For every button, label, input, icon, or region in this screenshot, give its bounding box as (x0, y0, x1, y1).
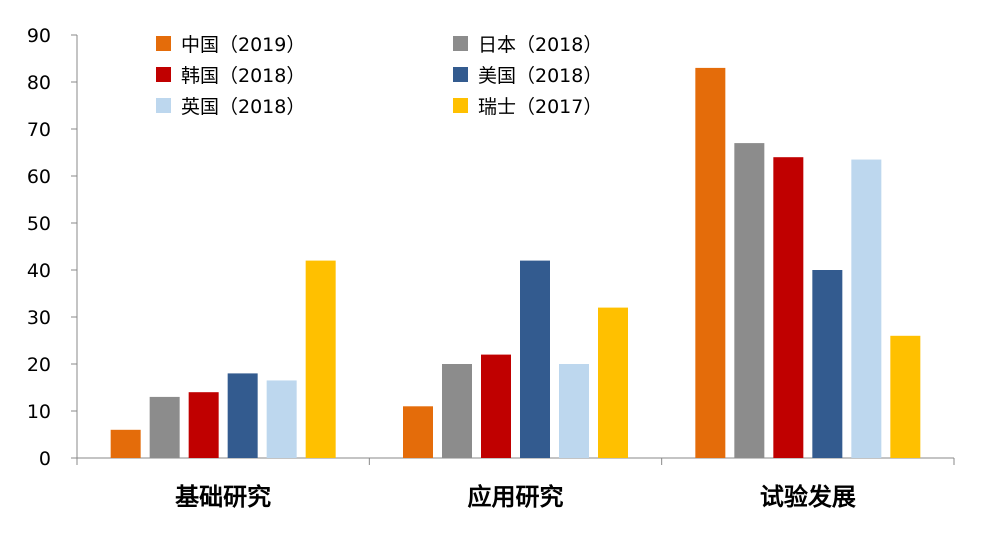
bar (598, 307, 628, 458)
y-tick-label: 70 (27, 119, 51, 141)
bar (110, 429, 141, 458)
bars (110, 67, 921, 459)
bar (695, 67, 726, 459)
legend-swatch (156, 67, 171, 82)
legend-swatch (453, 36, 468, 51)
bar (403, 406, 433, 458)
bar (559, 364, 589, 458)
legend-swatch (453, 98, 468, 113)
y-tick-label: 90 (27, 25, 51, 47)
x-category-label: 基础研究 (175, 483, 271, 511)
y-tick-label: 10 (27, 401, 51, 423)
legend-label: 美国（2018） (478, 65, 602, 87)
bar (520, 260, 550, 458)
legend-label: 韩国（2018） (181, 65, 305, 87)
y-tick-label: 50 (27, 213, 51, 235)
x-category-label: 试验发展 (760, 483, 856, 511)
legend-label: 中国（2019） (181, 34, 305, 56)
bar (812, 270, 843, 458)
y-tick-label: 80 (27, 72, 51, 94)
y-tick-label: 30 (27, 307, 51, 329)
axes: 0 10 20 30 40 50 60 70 80 90 基础研究 应用研究 试验发展 (27, 25, 955, 511)
legend-label: 瑞士（2017） (478, 96, 602, 118)
y-tick-label: 0 (39, 448, 51, 470)
bar (481, 354, 511, 458)
bar (305, 260, 336, 458)
bar (442, 364, 472, 458)
bar (149, 396, 180, 458)
legend-label: 英国（2018） (181, 96, 305, 118)
bar (890, 335, 921, 458)
bar (188, 392, 219, 458)
y-tick-label: 60 (27, 166, 51, 188)
y-tick-label: 20 (27, 354, 51, 376)
legend-swatch (453, 67, 468, 82)
bar (266, 380, 297, 458)
legend: 中国（2019） 日本（2018） 韩国（2018） 美国（2018） 英国（2018）… (156, 34, 602, 118)
bar (851, 159, 882, 459)
legend-swatch (156, 98, 171, 113)
legend-label: 日本（2018） (478, 34, 602, 56)
bar (734, 143, 765, 458)
bar (773, 157, 804, 458)
bar (227, 373, 258, 458)
y-tick-label: 40 (27, 260, 51, 282)
legend-swatch (156, 36, 171, 51)
x-category-label: 应用研究 (468, 483, 564, 511)
